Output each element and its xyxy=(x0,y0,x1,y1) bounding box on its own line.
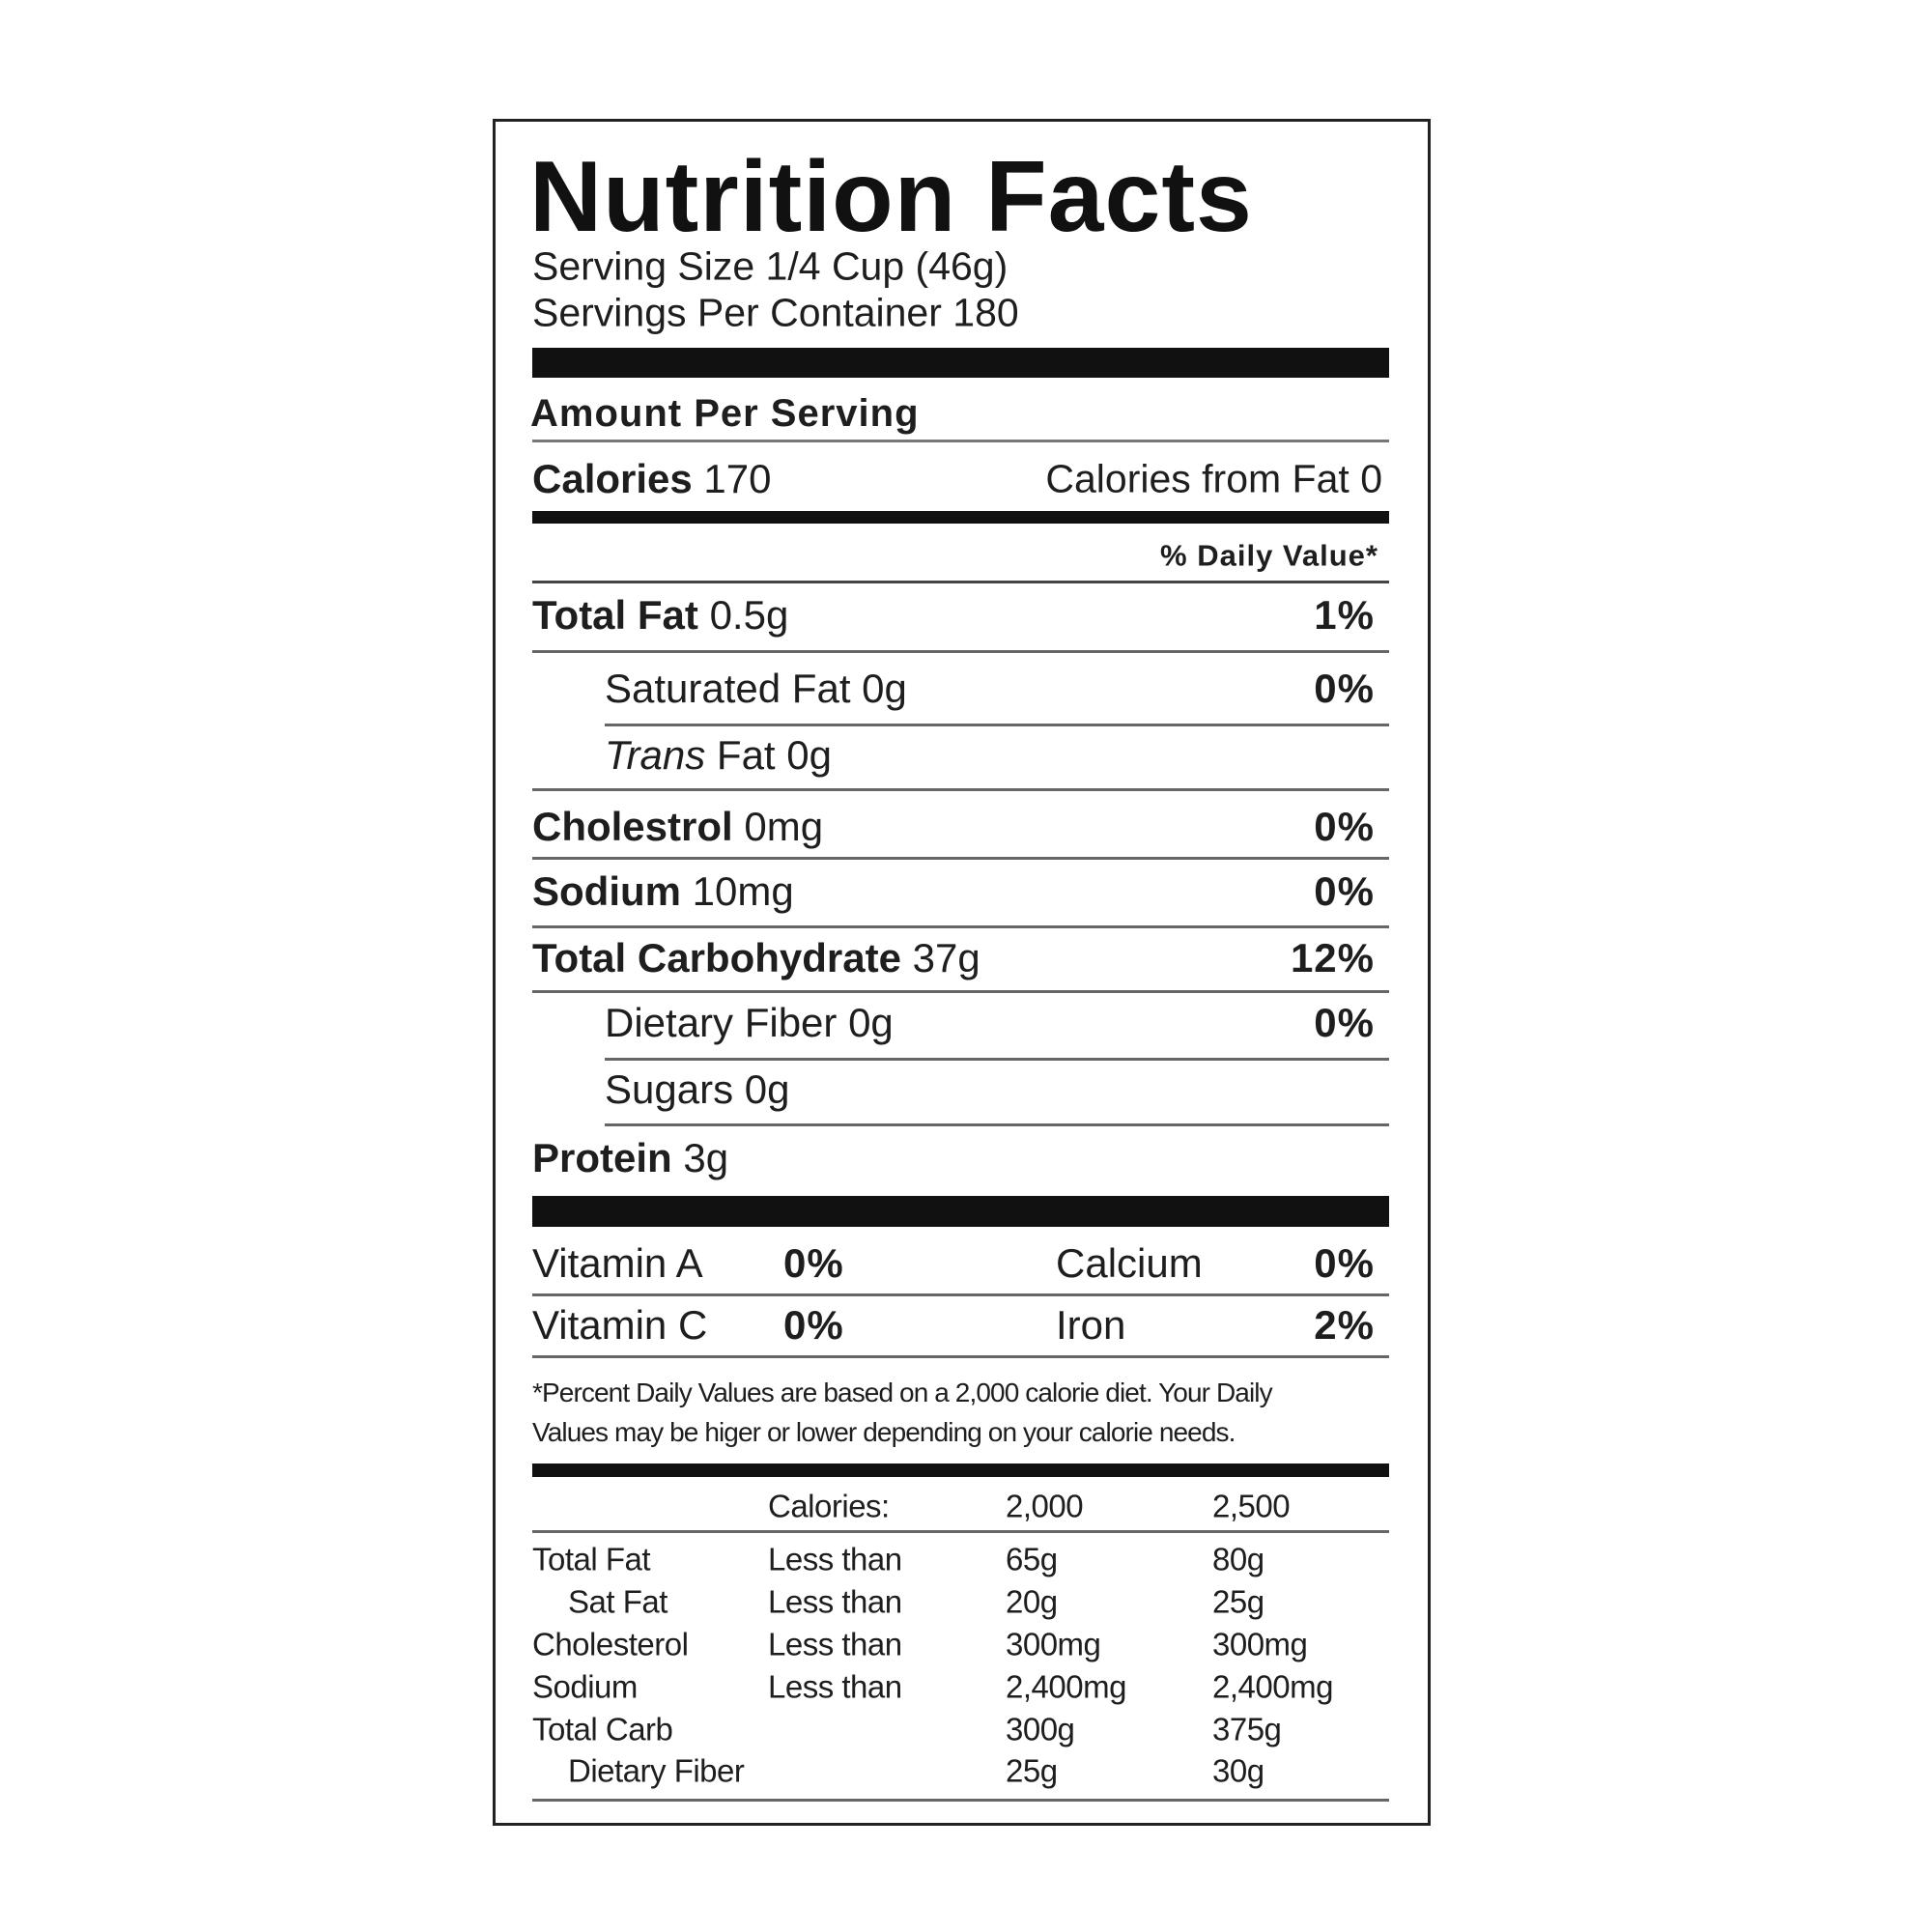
nutrient-label: Fat xyxy=(716,732,776,778)
nutrient-label: Total Carbohydrate xyxy=(532,935,901,980)
rule xyxy=(532,990,1389,993)
nutrient-row: Total Carbohydrate 37g xyxy=(532,938,980,979)
nutrient-prefix: Trans xyxy=(605,732,706,778)
amount-per-serving: Amount Per Serving xyxy=(530,392,920,435)
vitamin-value: 0% xyxy=(783,1302,844,1348)
table-header: 2,000 xyxy=(1006,1488,1084,1524)
vitamin-name: Iron xyxy=(1056,1302,1126,1348)
nutrient-daily-value: 12% xyxy=(1290,935,1375,980)
daily-value-heading: % Daily Value* xyxy=(1160,538,1378,573)
nutrient-daily-value: 0% xyxy=(1314,1000,1375,1045)
table-cell: 300mg xyxy=(1212,1626,1308,1662)
table-cell: Cholesterol xyxy=(532,1626,689,1662)
table-cell: Less than xyxy=(768,1541,902,1577)
nutrient-amount: 37g xyxy=(912,935,980,980)
rule xyxy=(532,788,1389,791)
nutrient-amount: 0.5g xyxy=(709,592,789,638)
rule xyxy=(605,1123,1389,1126)
table-cell: Dietary Fiber xyxy=(568,1752,745,1789)
nutrient-row: Total Fat 0.5g xyxy=(532,595,788,636)
rule xyxy=(532,440,1389,442)
table-header: Calories: xyxy=(768,1488,890,1524)
title: Nutrition Facts xyxy=(529,141,1253,253)
table-cell: 30g xyxy=(1212,1752,1264,1789)
vitamin-value: 0% xyxy=(1314,1240,1375,1286)
nutrient-row: Trans Fat 0g xyxy=(605,735,832,776)
table-cell: 300mg xyxy=(1006,1626,1101,1662)
servings-per-container: Servings Per Container 180 xyxy=(532,290,1019,335)
table-cell: 80g xyxy=(1212,1541,1264,1577)
table-cell: 375g xyxy=(1212,1711,1282,1747)
table-cell: Total Fat xyxy=(532,1541,651,1577)
nutrient-label: Saturated Fat xyxy=(605,666,851,711)
nutrient-row: Saturated Fat 0g xyxy=(605,668,907,709)
rule xyxy=(532,650,1389,653)
table-cell: 2,400mg xyxy=(1006,1668,1126,1705)
nutrient-amount: 0g xyxy=(848,1000,894,1045)
nutrient-daily-value: 0% xyxy=(1314,666,1375,711)
vitamin-value: 2% xyxy=(1314,1302,1375,1348)
nutrient-row: Sodium 10mg xyxy=(532,871,794,912)
nutrient-daily-value: 0% xyxy=(1314,868,1375,914)
table-cell: 25g xyxy=(1006,1752,1058,1789)
nutrient-label: Dietary Fiber xyxy=(605,1000,838,1045)
table-header: 2,500 xyxy=(1212,1488,1291,1524)
table-cell: 2,400mg xyxy=(1212,1668,1333,1705)
nutrient-amount: 3g xyxy=(683,1135,729,1180)
nutrient-label: Sodium xyxy=(532,868,681,914)
table-cell: Less than xyxy=(768,1583,902,1620)
nutrient-row: Dietary Fiber 0g xyxy=(605,1003,894,1043)
nutrient-label: Cholestrol xyxy=(532,804,733,849)
table-cell: Total Carb xyxy=(532,1711,673,1747)
rule xyxy=(532,1530,1389,1533)
nutrient-amount: 0mg xyxy=(744,804,824,849)
nutrient-row: Protein 3g xyxy=(532,1138,728,1179)
vitamin-name: Vitamin C xyxy=(532,1302,708,1348)
vitamin-value: 0% xyxy=(783,1240,844,1286)
calories-from-fat: Calories from Fat 0 xyxy=(1045,456,1382,501)
table-cell: Sat Fat xyxy=(568,1583,668,1620)
rule xyxy=(532,348,1389,378)
rule xyxy=(605,1058,1389,1061)
table-cell: 20g xyxy=(1006,1583,1058,1620)
nutrient-row: Sugars 0g xyxy=(605,1069,789,1110)
nutrient-label: Total Fat xyxy=(532,592,698,638)
calories-row: Calories 170 xyxy=(532,459,772,499)
nutrient-amount: 0g xyxy=(862,666,907,711)
nutrient-amount: 0g xyxy=(786,732,832,778)
nutrient-label: Protein xyxy=(532,1135,672,1180)
nutrient-daily-value: 0% xyxy=(1314,804,1375,849)
table-cell: Sodium xyxy=(532,1668,638,1705)
footnote: *Percent Daily Values are based on a 2,0… xyxy=(532,1378,1273,1407)
rule xyxy=(532,1355,1389,1358)
label-border xyxy=(493,119,1431,1826)
nutrient-daily-value: 1% xyxy=(1314,592,1375,638)
table-cell: Less than xyxy=(768,1626,902,1662)
table-cell: 300g xyxy=(1006,1711,1075,1747)
rule xyxy=(532,925,1389,928)
nutrient-row: Cholestrol 0mg xyxy=(532,807,823,847)
rule xyxy=(605,724,1389,726)
rule xyxy=(532,511,1389,524)
footnote: Values may be higer or lower depending o… xyxy=(532,1417,1236,1447)
rule xyxy=(532,1799,1389,1802)
rule xyxy=(532,1293,1389,1296)
nutrient-amount: 10mg xyxy=(692,868,794,914)
rule xyxy=(532,1463,1389,1477)
rule xyxy=(532,581,1389,583)
vitamin-name: Vitamin A xyxy=(532,1240,703,1286)
rule xyxy=(532,1196,1389,1227)
serving-size: Serving Size 1/4 Cup (46g) xyxy=(532,243,1009,289)
table-cell: Less than xyxy=(768,1668,902,1705)
vitamin-name: Calcium xyxy=(1056,1240,1203,1286)
rule xyxy=(532,857,1389,860)
nutrient-amount: 0g xyxy=(744,1066,790,1112)
calories-value: 170 xyxy=(703,456,772,501)
calories-label: Calories xyxy=(532,456,693,501)
table-cell: 65g xyxy=(1006,1541,1058,1577)
nutrient-label: Sugars xyxy=(605,1066,734,1112)
table-cell: 25g xyxy=(1212,1583,1264,1620)
